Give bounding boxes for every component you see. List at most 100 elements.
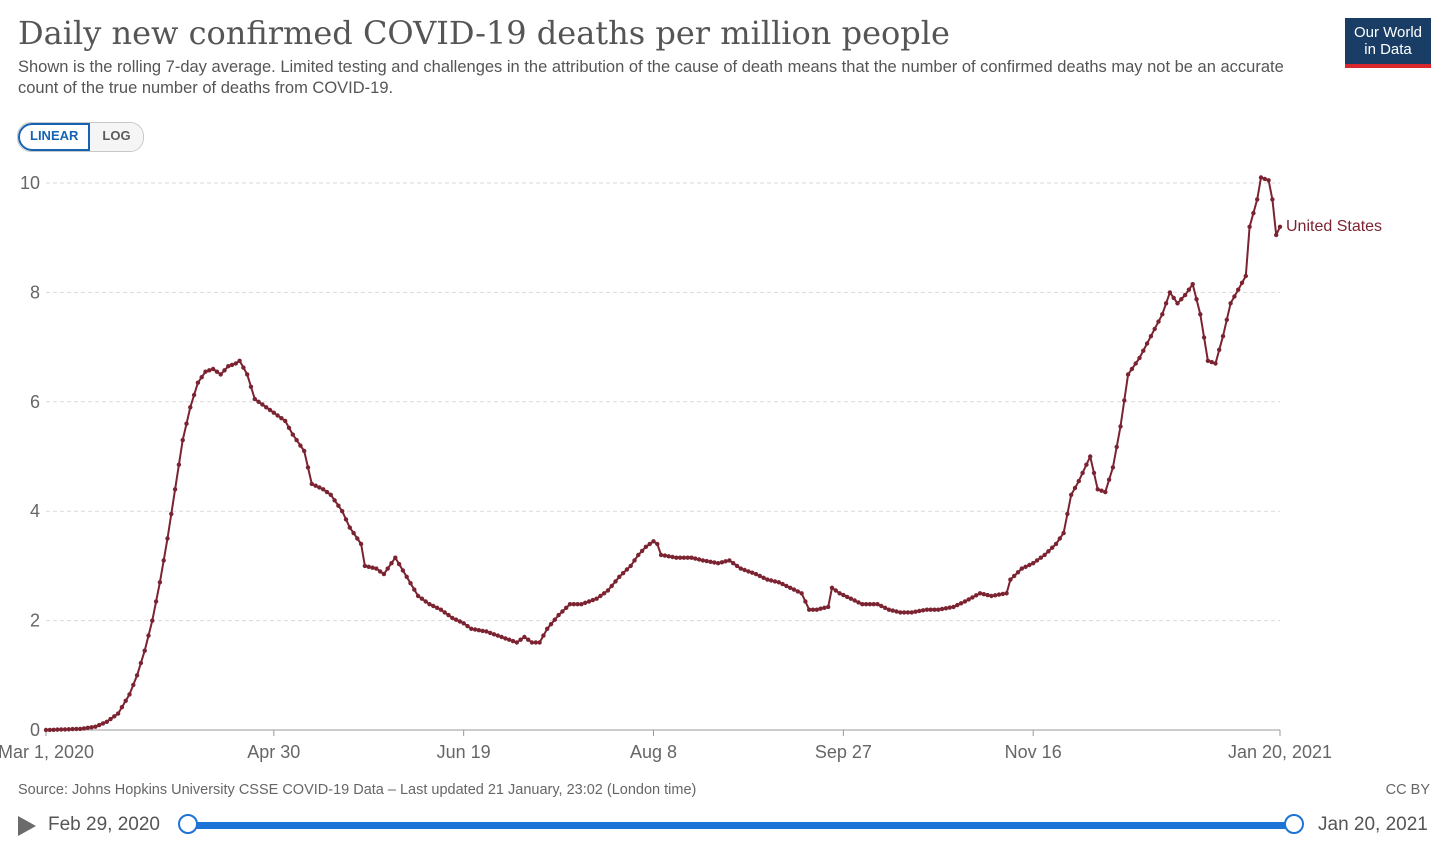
x-tick-label: Jan 20, 2021 — [1228, 742, 1332, 762]
owid-logo[interactable]: Our World in Data — [1345, 18, 1431, 68]
log-scale-button[interactable]: LOG — [90, 123, 143, 151]
data-point — [1243, 273, 1249, 279]
data-point — [1053, 541, 1059, 547]
data-point — [1266, 178, 1271, 183]
data-point — [1015, 570, 1021, 575]
timeline-start-handle[interactable] — [178, 814, 198, 834]
data-point — [548, 622, 554, 627]
y-tick-label: 10 — [20, 173, 40, 193]
linear-scale-button[interactable]: LINEAR — [18, 123, 91, 151]
timeline-track[interactable] — [188, 822, 1294, 829]
data-point — [222, 368, 227, 373]
data-point — [943, 606, 949, 611]
series-label[interactable]: United States — [1286, 218, 1382, 235]
data-point — [404, 574, 409, 579]
series-line[interactable] — [45, 176, 1281, 731]
data-point — [1148, 334, 1154, 339]
data-point — [791, 587, 797, 592]
data-point — [522, 634, 527, 640]
data-point — [461, 621, 466, 626]
data-point — [1038, 555, 1044, 560]
data-point — [1004, 591, 1009, 596]
data-point — [1255, 197, 1260, 202]
data-point — [1110, 465, 1116, 470]
data-point — [1217, 347, 1222, 352]
data-point — [85, 725, 91, 730]
data-point — [427, 602, 432, 607]
y-tick-label: 8 — [30, 282, 40, 302]
data-point — [567, 602, 573, 607]
chart-subtitle: Shown is the rolling 7-day average. Limi… — [18, 58, 1284, 97]
data-point — [290, 432, 295, 437]
data-point — [829, 585, 835, 590]
data-point — [188, 405, 193, 410]
data-point — [1133, 361, 1138, 366]
data-point — [78, 726, 83, 732]
data-point — [734, 563, 740, 569]
data-point — [1224, 317, 1230, 322]
data-point — [252, 396, 257, 402]
data-point — [358, 541, 364, 547]
license-link[interactable]: CC BY — [1385, 782, 1430, 798]
data-point — [1095, 487, 1100, 492]
data-point — [924, 607, 930, 612]
data-point — [488, 630, 493, 636]
data-point — [936, 607, 941, 612]
data-point — [210, 366, 216, 372]
data-point — [905, 610, 911, 615]
data-point — [620, 571, 626, 576]
data-point — [1179, 297, 1184, 302]
data-point — [195, 380, 201, 385]
data-point — [1019, 566, 1024, 571]
data-point — [370, 565, 375, 570]
data-point — [715, 561, 721, 566]
data-point — [336, 503, 341, 508]
data-point — [810, 607, 816, 612]
data-point — [1171, 295, 1176, 301]
data-point — [97, 722, 102, 728]
data-point — [43, 727, 49, 733]
data-point — [928, 607, 933, 612]
data-point — [693, 556, 698, 561]
data-point — [788, 585, 793, 590]
data-point — [146, 633, 151, 638]
y-tick-label: 6 — [30, 392, 40, 412]
data-point — [564, 605, 569, 610]
data-point — [157, 580, 163, 585]
data-point — [738, 566, 743, 571]
data-point — [1008, 577, 1013, 582]
data-point — [233, 361, 238, 366]
data-point — [985, 592, 990, 598]
data-point — [533, 640, 538, 645]
data-point — [1198, 312, 1203, 317]
data-point — [1118, 424, 1123, 429]
data-point — [510, 638, 516, 644]
data-point — [1061, 530, 1066, 536]
timeline-end-handle[interactable] — [1284, 814, 1304, 834]
data-point — [586, 599, 592, 604]
data-point — [894, 609, 899, 614]
logo-line-2: in Data — [1364, 41, 1412, 58]
data-point — [305, 465, 311, 470]
data-point — [575, 602, 580, 607]
data-point — [901, 610, 907, 615]
data-point — [1274, 232, 1279, 238]
data-point — [1213, 361, 1218, 366]
data-point — [795, 589, 800, 594]
data-point — [833, 588, 838, 593]
data-point — [495, 633, 500, 638]
data-point — [393, 555, 398, 560]
x-tick-label: Apr 30 — [247, 742, 300, 762]
chart-title: Daily new confirmed COVID-19 deaths per … — [18, 14, 950, 52]
data-point — [590, 597, 595, 603]
data-point — [560, 609, 565, 614]
data-point — [1258, 175, 1264, 180]
data-point — [245, 372, 250, 377]
logo-line-1: Our World — [1353, 24, 1423, 41]
data-point — [1205, 358, 1211, 363]
y-tick-label: 0 — [30, 720, 40, 740]
data-point — [647, 541, 652, 547]
data-point — [769, 578, 774, 583]
data-point — [389, 561, 394, 566]
play-icon[interactable] — [18, 816, 36, 836]
